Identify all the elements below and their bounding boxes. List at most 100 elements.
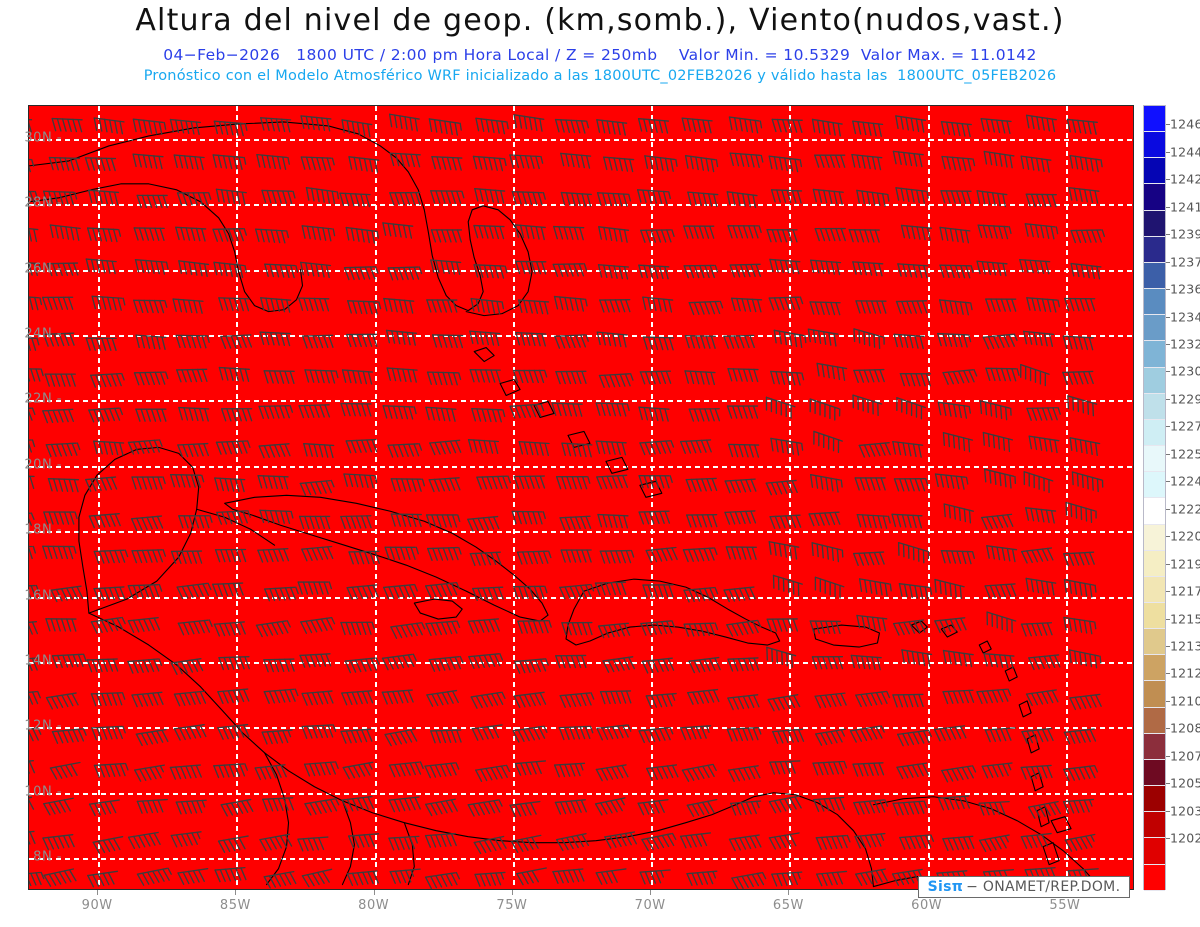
- colorbar-segment: [1144, 602, 1165, 630]
- colorbar-segment: [1144, 838, 1165, 865]
- longitude-tick-label: 75W: [496, 898, 528, 913]
- colorbar-segment: [1144, 446, 1165, 473]
- longitude-tick-mark: [235, 890, 237, 895]
- colorbar-segment: [1144, 289, 1165, 316]
- wind-barb-overlay: [29, 113, 1106, 889]
- colorbar-segment: [1144, 550, 1165, 577]
- colorbar-segment: [1144, 681, 1165, 708]
- colorbar-tick-label: 12394: [1170, 226, 1200, 242]
- colorbar-tick-mark: [1166, 316, 1170, 318]
- longitude-tick-label: 55W: [1049, 898, 1081, 913]
- colorbar-tick-label: 12309: [1170, 363, 1200, 379]
- colorbar-tick-mark: [1166, 810, 1170, 812]
- colorbar-segment: [1144, 812, 1165, 839]
- colorbar-tick-mark: [1166, 371, 1170, 373]
- latitude-tick-label: 8N -: [33, 849, 62, 865]
- latitude-tick-label: 22N -: [24, 391, 62, 407]
- latitude-tick-label: 20N -: [24, 457, 62, 473]
- colorbar-tick-mark: [1166, 536, 1170, 538]
- colorbar-tick-label: 12156: [1170, 611, 1200, 626]
- colorbar-tick-label: 12020: [1170, 830, 1200, 846]
- colorbar-tick-mark: [1166, 289, 1170, 291]
- colorbar-tick-label: 12445: [1170, 144, 1200, 160]
- map-panel[interactable]: [28, 105, 1134, 890]
- colorbar-tick-label: 12122: [1170, 665, 1200, 681]
- colorbar-tick-label: 12326: [1170, 336, 1200, 352]
- longitude-tick-label: 85W: [219, 898, 251, 913]
- longitude-tick-label: 65W: [772, 898, 804, 913]
- colorbar-tick-mark: [1166, 838, 1170, 840]
- colorbar-segment: [1144, 759, 1165, 787]
- colorbar-tick-mark: [1166, 398, 1170, 400]
- colorbar-segment: [1144, 132, 1165, 159]
- logo-agency-text: − ONAMET/REP.DOM.: [966, 879, 1121, 895]
- colorbar-tick-label: 12105: [1170, 693, 1200, 709]
- colorbar-tick-label: 12037: [1170, 803, 1200, 819]
- colorbar-tick-label: 12207: [1170, 528, 1200, 544]
- latitude-tick-label: 26N -: [24, 261, 62, 277]
- colorbar-tick-mark: [1166, 783, 1170, 785]
- colorbar-segment: [1144, 576, 1165, 603]
- longitude-tick-mark: [97, 890, 99, 895]
- colorbar-tick-mark: [1166, 426, 1170, 428]
- colorbar-tick-mark: [1166, 645, 1170, 647]
- provider-logo: Sisπ − ONAMET/REP.DOM.: [918, 876, 1130, 898]
- colorbar-tick-mark: [1166, 151, 1170, 153]
- colorbar-segment: [1144, 419, 1165, 447]
- colorbar-segment: [1144, 236, 1165, 263]
- colorbar-tick-label: 12139: [1170, 638, 1200, 654]
- colorbar-tick-label: 12292: [1170, 391, 1200, 407]
- colorbar-tick-label: 12462: [1170, 116, 1200, 132]
- page-title: Altura del nivel de geop. (km,somb.), Vi…: [135, 3, 1065, 38]
- colorbar-tick-mark: [1166, 728, 1170, 730]
- latitude-tick-label: 18N -: [24, 522, 62, 538]
- colorbar-tick-label: 12258: [1170, 446, 1200, 462]
- longitude-tick-mark: [373, 890, 375, 895]
- colorbar-tick-mark: [1166, 206, 1170, 208]
- colorbar-segment: [1144, 315, 1165, 342]
- longitude-tick-label: 80W: [358, 898, 390, 913]
- colorbar-segment: [1144, 106, 1165, 133]
- colorbar-tick-mark: [1166, 453, 1170, 455]
- longitude-tick-mark: [650, 890, 652, 895]
- chart-header: Altura del nivel de geop. (km,somb.), Vi…: [0, 0, 1200, 92]
- colorbar-tick-mark: [1166, 261, 1170, 263]
- latitude-tick-label: 14N -: [24, 653, 62, 669]
- colorbar-tick-mark: [1166, 700, 1170, 702]
- colorbar-segment: [1144, 498, 1165, 525]
- colorbar-tick-label: 12054: [1170, 775, 1200, 791]
- map-canvas[interactable]: [28, 105, 1134, 890]
- colorbar-segment: [1144, 367, 1165, 394]
- latitude-tick-label: 24N -: [24, 326, 62, 342]
- colorbar-segment: [1144, 864, 1165, 891]
- colorbar-tick-mark: [1166, 673, 1170, 675]
- latitude-tick-label: 16N -: [24, 588, 62, 604]
- colorbar-segment: [1144, 472, 1165, 499]
- colorbar-segment: [1144, 210, 1165, 237]
- latitude-tick-label: 12N -: [24, 718, 62, 734]
- longitude-tick-mark: [511, 890, 513, 895]
- colorbar-tick-label: 12428: [1170, 171, 1200, 187]
- colorbar-tick-mark: [1166, 618, 1170, 620]
- colorbar-tick-label: 12088: [1170, 720, 1200, 736]
- colorbar-segment: [1144, 733, 1165, 760]
- colorbar-tick-label: 12173: [1170, 583, 1200, 599]
- colorbar-tick-mark: [1166, 508, 1170, 510]
- longitude-tick-label: 70W: [634, 898, 666, 913]
- logo-brand-text: Sisπ: [927, 879, 964, 895]
- colorbar-tick-label: 12275: [1170, 418, 1200, 434]
- longitude-tick-label: 90W: [81, 898, 113, 913]
- header-subline-model-info: Pronóstico con el Modelo Atmosférico WRF…: [143, 68, 1057, 84]
- colorbar-segment: [1144, 262, 1165, 290]
- longitude-tick-mark: [788, 890, 790, 895]
- header-subline-valid-time: 04−Feb−2026 1800 UTC / 2:00 pm Hora Loca…: [163, 46, 1037, 64]
- colorbar-segment: [1144, 393, 1165, 420]
- colorbar-tick-label: 12360: [1170, 281, 1200, 297]
- colorbar[interactable]: [1143, 105, 1166, 891]
- colorbar-tick-mark: [1166, 481, 1170, 483]
- latitude-tick-label: 10N -: [24, 784, 62, 800]
- colorbar-segment: [1144, 707, 1165, 734]
